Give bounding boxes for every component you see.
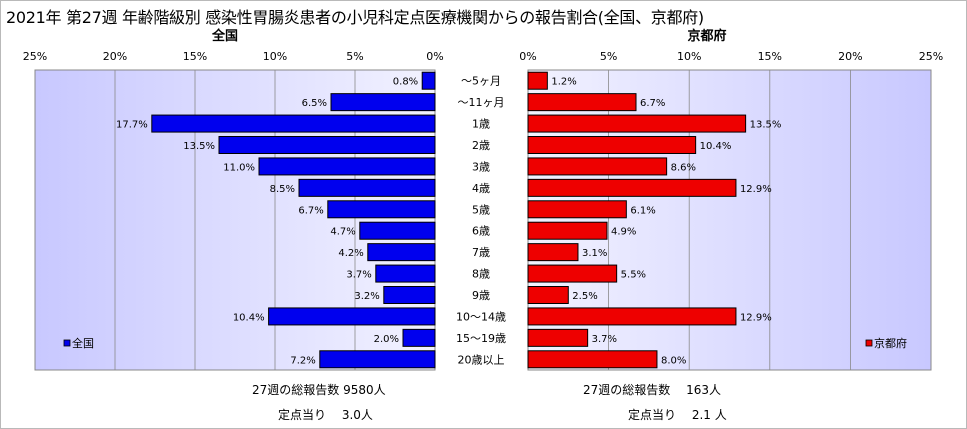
right-bar-data-label: 8.0% bbox=[661, 355, 686, 366]
category-label: ～11ヶ月 bbox=[458, 96, 505, 109]
category-label: 9歳 bbox=[472, 289, 490, 302]
right-bar bbox=[527, 114, 747, 133]
left-bar-data-label: 13.5% bbox=[183, 141, 215, 152]
category-label: 1歳 bbox=[472, 118, 490, 131]
left-bar bbox=[421, 71, 436, 90]
right-bar-data-label: 3.1% bbox=[582, 248, 607, 259]
right-bar-data-label: 1.2% bbox=[551, 77, 576, 88]
right-x-tick-label: 5% bbox=[600, 50, 617, 63]
left-bar bbox=[402, 328, 436, 347]
right-legend-swatch bbox=[865, 339, 873, 347]
right-bar bbox=[527, 243, 579, 262]
right-bar-data-label: 12.9% bbox=[740, 184, 772, 195]
category-label: 8歳 bbox=[472, 268, 490, 281]
left-bar-data-label: 3.7% bbox=[346, 270, 371, 281]
left-x-tick-label: 15% bbox=[183, 50, 207, 63]
right-bar-data-label: 13.5% bbox=[750, 120, 782, 131]
category-label: 6歳 bbox=[472, 225, 490, 238]
chart-title: 2021年 第27週 年齢階級別 感染性胃腸炎患者の小児科定点医療機関からの報告… bbox=[6, 8, 704, 27]
right-bar bbox=[527, 307, 737, 326]
category-label: 3歳 bbox=[472, 160, 490, 173]
right-bar-data-label: 8.6% bbox=[671, 162, 696, 173]
right-bar bbox=[527, 178, 737, 197]
right-x-tick-label: 25% bbox=[919, 50, 943, 63]
right-bar-data-label: 10.4% bbox=[700, 141, 732, 152]
right-summary-total: 27週の総報告数 163人 bbox=[583, 382, 721, 397]
right-bar-data-label: 12.9% bbox=[740, 312, 772, 323]
left-x-tick-label: 20% bbox=[103, 50, 127, 63]
right-bar bbox=[527, 264, 618, 283]
right-bar bbox=[527, 157, 668, 176]
left-bar bbox=[268, 307, 436, 326]
left-summary-total: 27週の総報告数 9580人 bbox=[252, 382, 386, 397]
category-label: 15～19歳 bbox=[456, 332, 506, 345]
right-bar bbox=[527, 286, 569, 304]
right-bar-data-label: 6.7% bbox=[640, 98, 665, 109]
right-bar-data-label: 6.1% bbox=[630, 205, 655, 216]
right-bar bbox=[527, 328, 589, 347]
left-bar bbox=[258, 157, 436, 176]
left-x-tick-label: 10% bbox=[263, 50, 287, 63]
left-x-tick-label: 0% bbox=[426, 50, 443, 63]
left-bar bbox=[151, 114, 436, 133]
right-bar-data-label: 3.7% bbox=[592, 334, 617, 345]
right-bar-data-label: 2.5% bbox=[572, 291, 597, 302]
right-summary-per-site: 定点当り 2.1 人 bbox=[628, 407, 727, 422]
left-bar bbox=[359, 221, 436, 240]
left-bar-data-label: 10.4% bbox=[233, 312, 265, 323]
left-bar bbox=[367, 243, 436, 262]
right-x-tick-label: 0% bbox=[519, 50, 536, 63]
right-bar bbox=[527, 350, 658, 369]
left-x-tick-label: 25% bbox=[23, 50, 47, 63]
left-bar bbox=[375, 264, 436, 283]
left-bar bbox=[218, 136, 436, 154]
right-x-tick-label: 20% bbox=[838, 50, 862, 63]
right-legend-label: 京都府 bbox=[874, 336, 907, 350]
left-bar-data-label: 11.0% bbox=[223, 162, 255, 173]
left-bar-data-label: 6.5% bbox=[302, 98, 327, 109]
left-bar-data-label: 4.2% bbox=[338, 248, 363, 259]
left-bar bbox=[330, 93, 436, 112]
right-bar bbox=[527, 93, 637, 112]
right-bar-data-label: 4.9% bbox=[611, 227, 636, 238]
right-x-tick-label: 10% bbox=[677, 50, 701, 63]
category-label: ～5ヶ月 bbox=[461, 75, 501, 88]
category-label: 10～14歳 bbox=[456, 310, 506, 323]
right-bar bbox=[527, 71, 548, 90]
category-label: 20歳以上 bbox=[458, 353, 505, 366]
left-legend-swatch bbox=[63, 339, 71, 347]
right-bar-data-label: 5.5% bbox=[621, 270, 646, 281]
left-bar-data-label: 0.8% bbox=[393, 77, 418, 88]
left-bar bbox=[327, 200, 436, 219]
right-panel-title: 京都府 bbox=[687, 28, 726, 44]
category-label: 5歳 bbox=[472, 203, 490, 216]
category-label: 4歳 bbox=[472, 182, 490, 195]
left-bar-data-label: 17.7% bbox=[116, 120, 148, 131]
left-bar-data-label: 2.0% bbox=[374, 334, 399, 345]
left-bar bbox=[298, 178, 436, 197]
category-label: 2歳 bbox=[472, 139, 490, 152]
left-panel-title: 全国 bbox=[211, 28, 238, 44]
left-bar bbox=[319, 350, 436, 369]
right-bar bbox=[527, 200, 627, 219]
left-bar bbox=[383, 286, 436, 304]
left-bar-data-label: 7.2% bbox=[290, 355, 315, 366]
right-x-tick-label: 15% bbox=[758, 50, 782, 63]
right-bar bbox=[527, 221, 608, 240]
right-bar bbox=[527, 136, 697, 154]
left-bar-data-label: 8.5% bbox=[270, 184, 295, 195]
left-bar-data-label: 6.7% bbox=[298, 205, 323, 216]
left-bar-data-label: 3.2% bbox=[354, 291, 379, 302]
left-x-tick-label: 5% bbox=[346, 50, 363, 63]
left-bar-data-label: 4.7% bbox=[330, 227, 355, 238]
left-summary-per-site: 定点当り 3.0人 bbox=[278, 407, 373, 422]
left-legend-label: 全国 bbox=[72, 336, 94, 350]
category-label: 7歳 bbox=[472, 246, 490, 259]
